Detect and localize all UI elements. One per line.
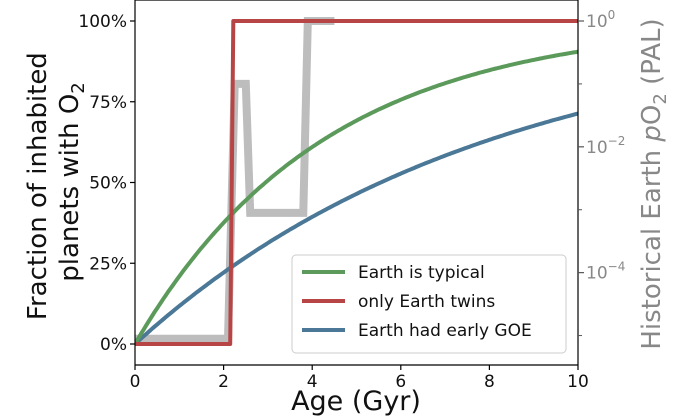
series-line-0: [135, 49, 578, 346]
legend-label-1: only Earth twins: [358, 292, 495, 312]
y2-axis-title-p: p: [637, 125, 667, 143]
y-tick-label: 0%: [100, 335, 127, 355]
x-tick-label: 2: [218, 372, 229, 392]
y2-tick-label: 100: [586, 8, 615, 32]
series-line-1: [135, 19, 578, 346]
x-tick-label: 10: [567, 372, 589, 392]
y-axis-title-line2: planets with O: [55, 94, 85, 282]
y-axis-title-line1: Fraction of inhabited: [23, 52, 53, 320]
series-line-2: [135, 111, 578, 346]
y2-axis-title: Historical Earth pO2 (PAL): [637, 18, 671, 349]
y2-axis-title-prefix: Historical Earth: [637, 142, 667, 350]
y-tick-label: 50%: [89, 174, 127, 194]
y-axis-title-subscript: 2: [68, 82, 89, 93]
x-tick-label: 6: [395, 372, 406, 392]
y-tick-label: 100%: [78, 12, 127, 32]
y2-tick-label: 10−2: [586, 134, 625, 158]
y-tick-label: 25%: [89, 254, 127, 274]
y-axis-title: Fraction of inhabited planets with O2: [23, 44, 89, 320]
x-tick-label: 8: [484, 372, 495, 392]
y-tick-label: 75%: [89, 93, 127, 113]
legend-label-2: Earth had early GOE: [358, 321, 532, 341]
x-axis-title: Age (Gyr): [291, 386, 421, 417]
y2-axis-title-suffix: (PAL): [637, 18, 667, 93]
y2-axis-title-subscript: 2: [650, 93, 671, 104]
x-tick-label: 4: [307, 372, 318, 392]
legend-label-0: Earth is typical: [358, 263, 485, 283]
y2-axis-title-o: O: [637, 105, 667, 125]
x-tick-label: 0: [130, 372, 141, 392]
legend-box: [291, 254, 567, 354]
y2-tick-label: 10−4: [586, 260, 625, 284]
